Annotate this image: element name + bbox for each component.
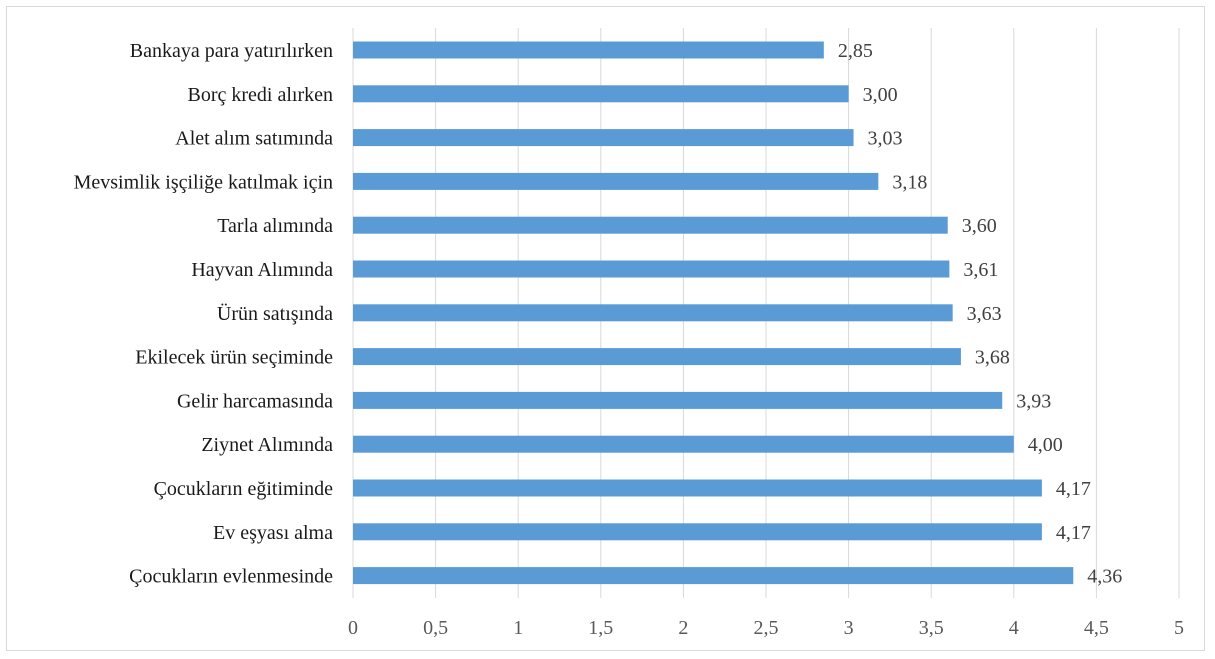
- category-labels: Bankaya para yatırılırken Borç kredi alır…: [74, 40, 334, 588]
- bar: [353, 216, 948, 234]
- bar: [353, 523, 1042, 541]
- data-label: 3,68: [975, 347, 1010, 369]
- category-label: Bankaya para yatırılırken: [130, 40, 333, 62]
- x-tick-label: 4: [1009, 617, 1019, 639]
- grid-lines: [352, 28, 1180, 598]
- data-label: 3,61: [963, 259, 998, 281]
- data-label: 3,00: [863, 84, 898, 106]
- data-label: 4,17: [1056, 522, 1091, 544]
- x-tick-label: 0: [348, 617, 358, 639]
- x-tick-label: 4,5: [1084, 617, 1109, 639]
- x-tick-label: 2,5: [754, 617, 779, 639]
- data-label: 2,85: [838, 40, 873, 62]
- bar: [353, 172, 879, 190]
- x-tick-label: 2: [678, 617, 688, 639]
- bar: [353, 41, 824, 59]
- bar: [353, 391, 1003, 409]
- category-label: Borç kredi alırken: [188, 84, 334, 106]
- data-label: 3,18: [892, 171, 927, 193]
- bars: [353, 41, 1074, 585]
- category-label: Gelir harcamasında: [177, 390, 333, 412]
- data-label: 3,63: [967, 303, 1002, 325]
- value-labels: 2,85 3,00 3,03 3,18 3,60 3,61 3,63 3,68 3,93 4,00…: [838, 40, 1122, 588]
- category-label: Ziynet Alımında: [201, 434, 333, 456]
- category-label: Ürün satışında: [217, 302, 333, 325]
- category-label: Hayvan Alımında: [191, 259, 333, 281]
- category-label: Tarla alımında: [217, 215, 333, 237]
- bar: [353, 435, 1014, 453]
- bar: [353, 348, 961, 366]
- category-label: Çocukların evlenmesinde: [129, 566, 333, 588]
- bar: [353, 304, 953, 322]
- bar: [353, 479, 1042, 497]
- data-label: 4,00: [1028, 434, 1063, 456]
- x-tick-label: 0,5: [423, 617, 448, 639]
- bar: [353, 129, 854, 147]
- bar: [353, 567, 1074, 585]
- data-label: 4,17: [1056, 478, 1091, 500]
- data-label: 3,93: [1016, 390, 1051, 412]
- data-label: 4,36: [1087, 566, 1122, 588]
- bar: [353, 85, 849, 103]
- category-label: Ekilecek ürün seçiminde: [135, 347, 333, 369]
- data-label: 3,60: [962, 215, 997, 237]
- category-label: Ev eşyası alma: [213, 522, 333, 544]
- category-label: Çocukların eğitiminde: [154, 478, 334, 500]
- x-tick-label: 1,5: [588, 617, 613, 639]
- chart-frame: [6, 6, 1205, 651]
- x-tick-label: 3: [844, 617, 854, 639]
- bar: [353, 260, 950, 278]
- category-label: Alet alım satımında: [175, 128, 333, 150]
- category-label: Mevsimlik işçiliğe katılmak için: [74, 171, 333, 193]
- x-tick-label: 5: [1174, 617, 1184, 639]
- x-axis-tick-labels: 0 0,5 1 1,5 2 2,5 3 3,5 4 4,5 5: [348, 617, 1184, 639]
- data-label: 3,03: [868, 128, 903, 150]
- x-tick-label: 3,5: [919, 617, 944, 639]
- x-tick-label: 1: [513, 617, 523, 639]
